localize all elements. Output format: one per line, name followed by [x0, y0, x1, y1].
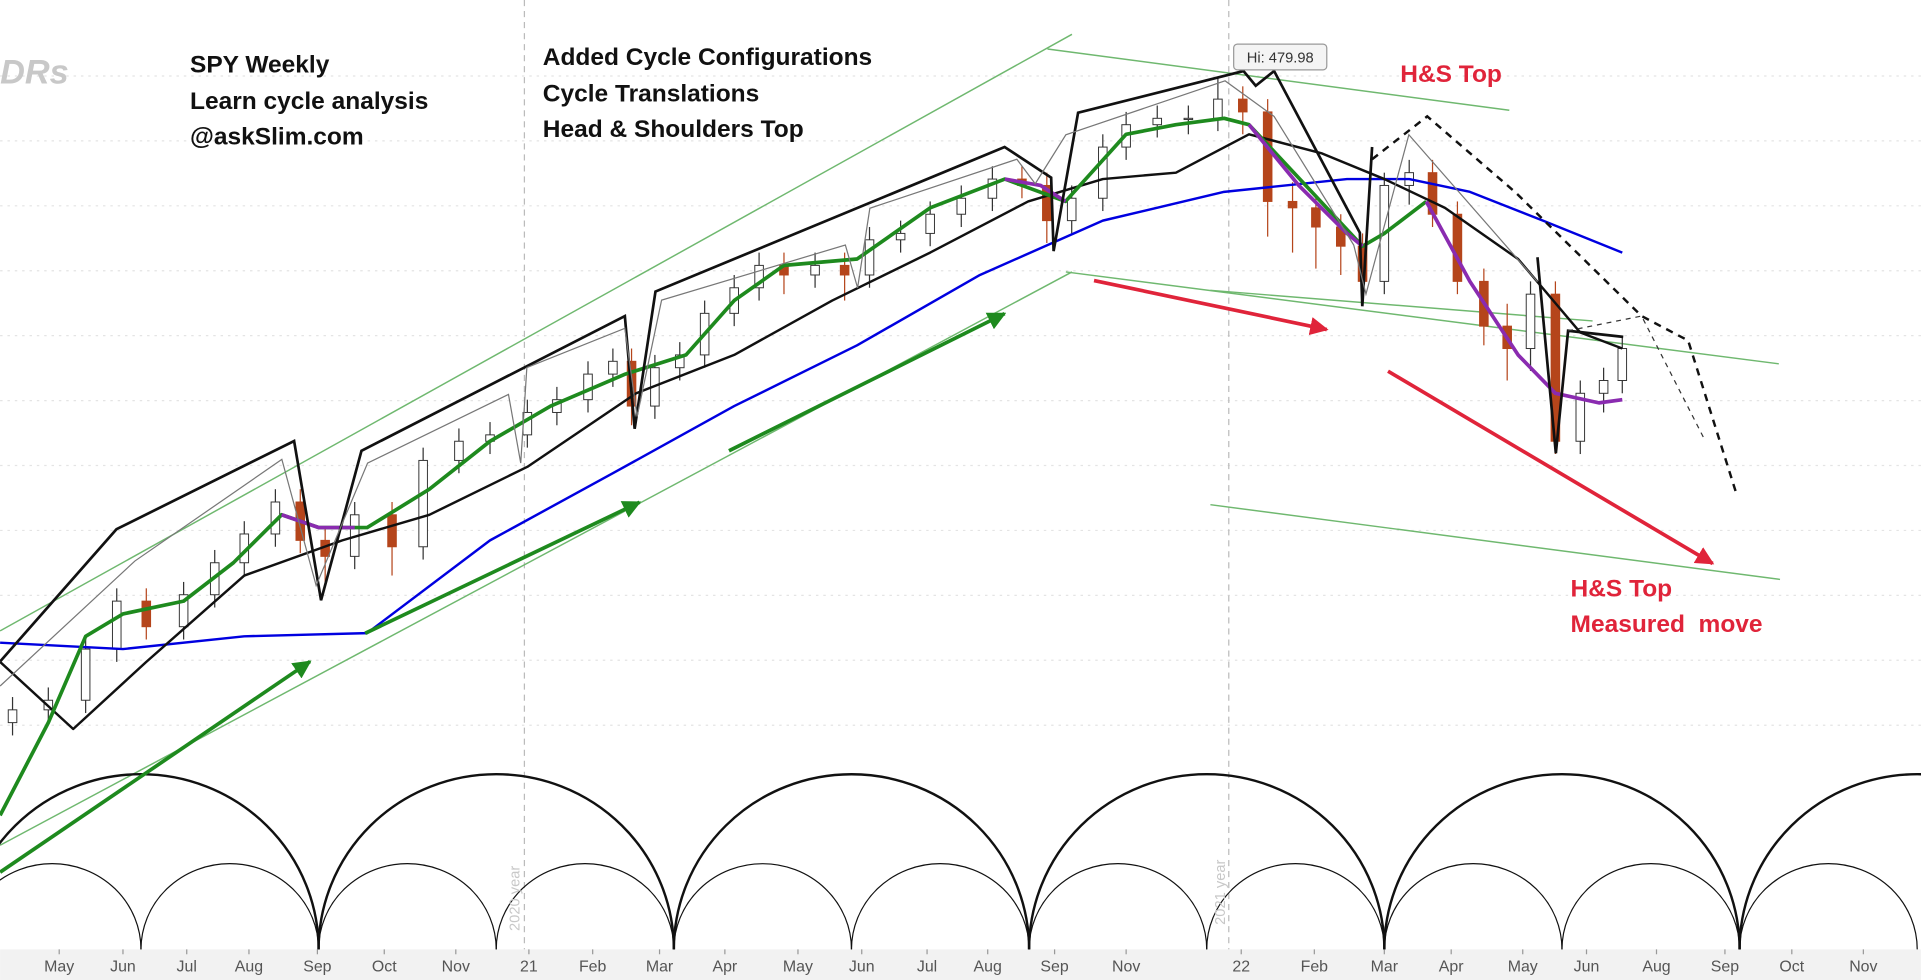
candle-body — [1098, 146, 1108, 199]
year-label: 2021 year — [1213, 859, 1229, 924]
x-tick-label: May — [44, 958, 74, 975]
x-tick-label: Jul — [177, 958, 197, 975]
candle-body — [418, 459, 428, 548]
annotation: H&S Top — [1571, 576, 1673, 603]
candle-body — [1066, 197, 1077, 222]
x-tick-label: May — [783, 958, 813, 975]
x-tick-label: Nov — [442, 958, 470, 975]
annotation: Cycle Translations — [543, 81, 760, 108]
plot — [0, 76, 1628, 817]
candle-body — [839, 264, 850, 276]
annotation: Added Cycle Configurations — [543, 44, 872, 71]
candle-body — [1287, 200, 1298, 209]
candle-body — [925, 213, 935, 234]
moving-average — [0, 133, 1623, 731]
x-tick-label: May — [1508, 958, 1538, 975]
annotation: Measured move — [1571, 611, 1763, 638]
candle-body — [895, 232, 906, 241]
cycle-envelopes — [0, 68, 1739, 687]
candle-body — [674, 354, 685, 369]
candle-body — [1452, 213, 1463, 282]
moving-average — [0, 116, 1428, 817]
x-tick-label: 21 — [520, 958, 538, 975]
x-tick-label: Aug — [1642, 958, 1670, 975]
x-tick-label: Feb — [1301, 958, 1329, 975]
candle-body — [1598, 380, 1609, 394]
annotation: Learn cycle analysis — [190, 88, 428, 115]
candle-body — [1617, 348, 1628, 381]
candle-body — [1213, 98, 1223, 119]
candle-body — [810, 264, 820, 276]
annotation: @askSlim.com — [190, 124, 364, 151]
candle-body — [1575, 392, 1586, 442]
x-tick-label: Aug — [235, 958, 263, 975]
candle-body — [987, 178, 998, 199]
x-tick-label: Jun — [1574, 958, 1600, 975]
x-tick-label: Jun — [110, 958, 136, 975]
x-tick-label: Feb — [579, 958, 607, 975]
x-tick-label: Mar — [1371, 958, 1399, 975]
x-tick-label: Sep — [303, 958, 331, 975]
x-tick-label: Oct — [1779, 958, 1804, 975]
candle-body — [178, 594, 189, 628]
annotation: Head & Shoulders Top — [543, 116, 804, 143]
x-tick-label: Nov — [1849, 958, 1877, 975]
candle-body — [7, 709, 18, 724]
x-tick-label: Oct — [372, 958, 397, 975]
candle-body — [1152, 117, 1163, 126]
hi-label-box — [1233, 43, 1328, 71]
x-tick-label: 22 — [1232, 958, 1250, 975]
chart-title: SPY Weekly — [190, 51, 330, 78]
x-tick-label: Apr — [712, 958, 737, 975]
candle-body — [1183, 117, 1194, 121]
arrows — [0, 278, 1715, 874]
logo: DRs — [0, 53, 69, 91]
cycle-arcs — [0, 773, 1921, 950]
candle-body — [754, 264, 764, 289]
moving-average — [281, 123, 1623, 530]
hi-label: Hi: 479.98 — [1247, 50, 1314, 66]
x-tick-label: Apr — [1439, 958, 1464, 975]
x-tick-label: Nov — [1112, 958, 1140, 975]
candle-body — [956, 197, 967, 215]
candle-body — [80, 648, 91, 701]
x-tick-label: Aug — [974, 958, 1002, 975]
candle-body — [608, 360, 618, 375]
candle-body — [454, 440, 464, 461]
x-tick-label: Sep — [1711, 958, 1739, 975]
candle-body — [1311, 207, 1321, 228]
moving-average — [0, 177, 1623, 651]
x-tick-label: Mar — [646, 958, 674, 975]
x-tick-label: Jun — [849, 958, 875, 975]
x-tick-label: Jul — [917, 958, 937, 975]
x-axis-strip — [0, 949, 1921, 980]
candle-body — [387, 514, 397, 548]
year-label: 2020 year — [508, 866, 524, 931]
candle-body — [1525, 293, 1536, 350]
candle-body — [864, 239, 875, 276]
candle-body — [111, 600, 122, 650]
year-lines — [523, 0, 1230, 950]
x-tick-label: Sep — [1040, 958, 1068, 975]
annotation: H&S Top — [1400, 61, 1502, 88]
candle-body — [1238, 98, 1248, 113]
candle-body — [141, 600, 152, 628]
